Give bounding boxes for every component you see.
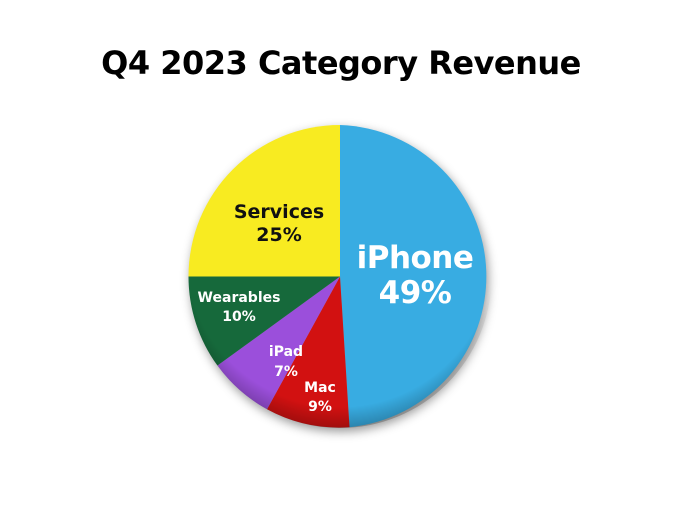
chart-title: Q4 2023 Category Revenue [101, 44, 581, 82]
pie-slices-group [188, 125, 492, 428]
pie-rim-shading [188, 125, 492, 428]
